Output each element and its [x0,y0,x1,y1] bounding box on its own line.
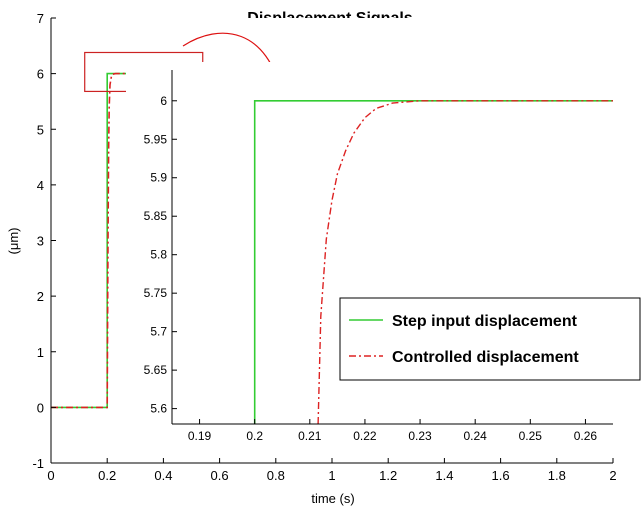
y-tick-label: 7 [37,11,44,26]
series-line-2 [51,72,613,409]
inset-x-tick-label: 0.26 [574,429,598,443]
legend-label-1: Step input displacement [392,313,578,330]
x-tick-label: 0.8 [267,468,285,483]
legend: Step input displacement Controlled displa… [339,297,641,381]
y-tick-label: 6 [37,67,44,82]
inset-x-tick-label: 0.25 [519,429,543,443]
legend-label-2: Controlled displacement [392,349,579,366]
x-tick-label: 0.4 [154,468,172,483]
inset-x-tick-label: 0.2 [246,429,263,443]
inset-y-tick-label: 5.8 [150,248,167,262]
legend-box [339,297,641,381]
inset-y-tick-label: 5.95 [144,132,168,146]
inset-y-tick-label: 5.75 [144,286,168,300]
x-axis-label: time (s) [311,491,354,506]
inset-y-tick-label: 5.7 [150,325,167,339]
y-tick-label: 0 [37,400,44,415]
x-tick-label: 1 [328,468,335,483]
y-tick-label: 3 [37,234,44,249]
inset-series-line-1 [253,100,613,424]
y-axis-label: (μm) [6,228,21,255]
x-tick-label: 0.2 [98,468,116,483]
inset-y-tick-label: 5.6 [150,402,167,416]
inset-x-tick-label: 0.24 [464,429,488,443]
inset-background [126,62,617,454]
inset-x-tick-label: 0.22 [353,429,377,443]
x-tick-label: 1.6 [492,468,510,483]
y-tick-label: 1 [37,345,44,360]
x-tick-label: 0 [47,468,54,483]
x-tick-label: 1.8 [548,468,566,483]
inset-y-tick-label: 5.9 [150,171,167,185]
x-tick-label: 0.6 [211,468,229,483]
x-tick-label: 1.2 [379,468,397,483]
inset-x-tick-label: 0.21 [298,429,322,443]
inset-x-tick-label: 0.19 [188,429,212,443]
inset-series-line-2 [317,100,613,425]
y-tick-label: 5 [37,122,44,137]
x-tick-label: 2 [609,468,616,483]
inset-y-tick-label: 5.85 [144,209,168,223]
x-tick-label: 1.4 [435,468,453,483]
y-tick-label: 4 [37,178,44,193]
inset-y-tick-label: 6 [160,94,167,108]
inset-y-tick-label: 5.65 [144,363,168,377]
inset-x-tick-label: 0.23 [408,429,432,443]
y-tick-label: 2 [37,289,44,304]
y-tick-label: -1 [32,456,44,471]
